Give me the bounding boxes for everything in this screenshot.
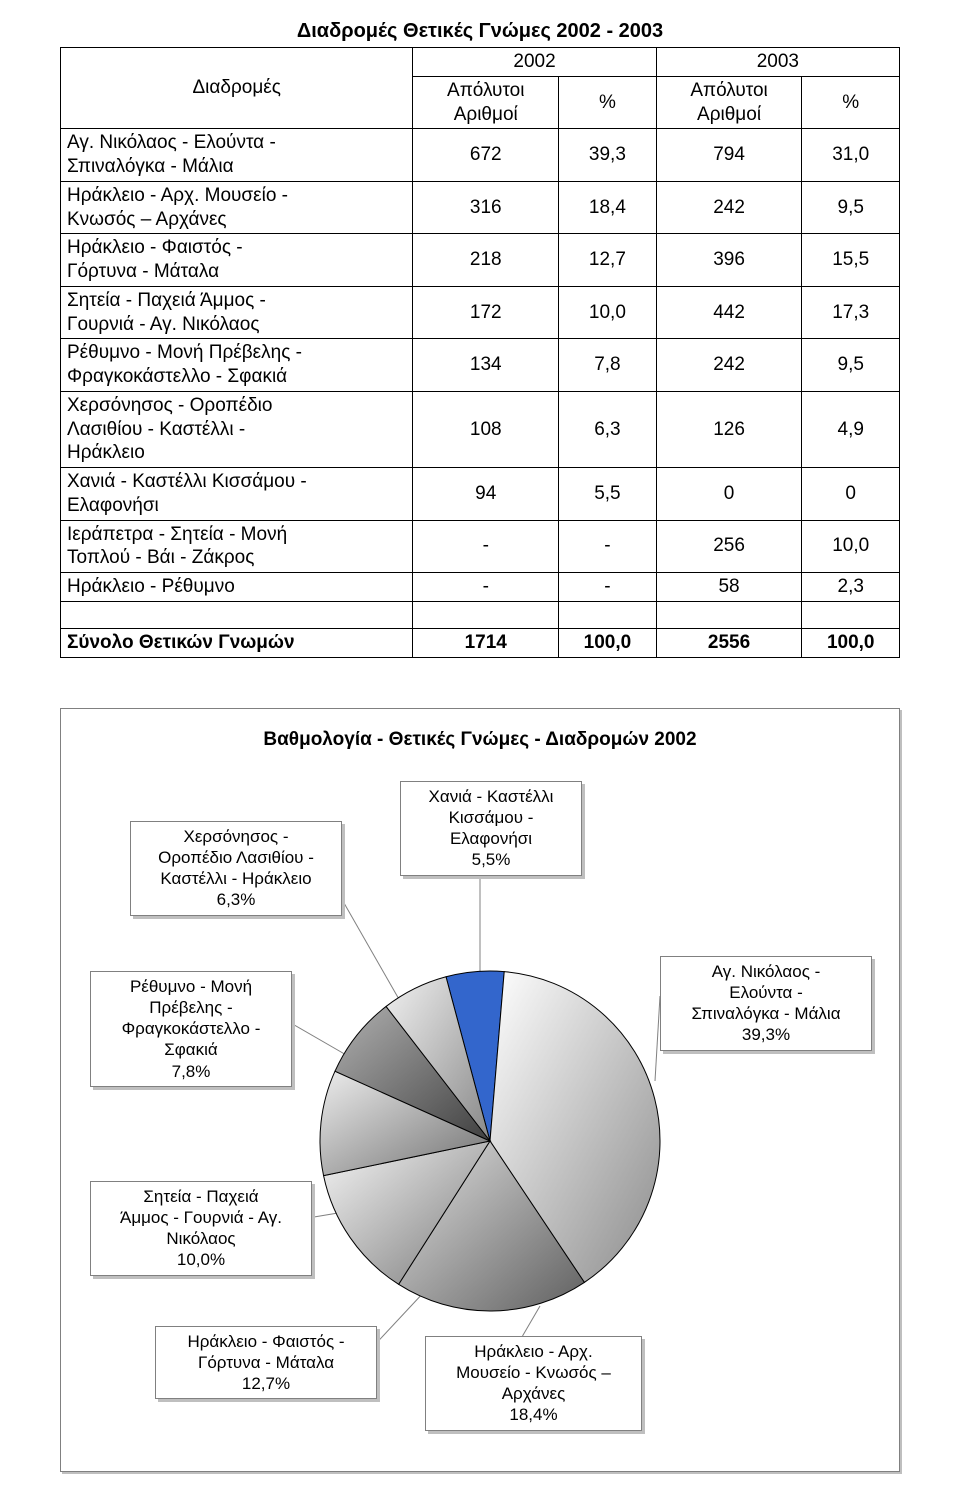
cell: 31,0 bbox=[802, 129, 900, 182]
table-row: Ηράκλειο - Ρέθυμνο--582,3 bbox=[61, 573, 900, 602]
row-label: Ηράκλειο - Αρχ. Μουσείο - Κνωσός – Αρχάν… bbox=[61, 181, 413, 234]
row-label: Χανιά - Καστέλλι Κισσάμου - Ελαφονήσι bbox=[61, 468, 413, 521]
cell: 39,3 bbox=[559, 129, 657, 182]
row-label: Ρέθυμνο - Μονή Πρέβελης - Φραγκοκάστελλο… bbox=[61, 339, 413, 392]
table-row: Χανιά - Καστέλλι Κισσάμου - Ελαφονήσι945… bbox=[61, 468, 900, 521]
row-label: Ηράκλειο - Ρέθυμνο bbox=[61, 573, 413, 602]
chart-callout: Ηράκλειο - Φαιστός - Γόρτυνα - Μάταλα 12… bbox=[155, 1326, 377, 1400]
col-pct-2002: % bbox=[559, 76, 657, 129]
cell: 256 bbox=[656, 520, 802, 573]
table-row: Ιεράπετρα - Σητεία - Μονή Τοπλού - Βάι -… bbox=[61, 520, 900, 573]
total-a1: 1714 bbox=[413, 628, 559, 657]
cell: 794 bbox=[656, 129, 802, 182]
col-abs-2002: Απόλυτοι Αριθμοί bbox=[413, 76, 559, 129]
chart-container: Βαθμολογία - Θετικές Γνώμες - Διαδρομών … bbox=[60, 708, 900, 1472]
cell: 18,4 bbox=[559, 181, 657, 234]
chart-callout: Χανιά - Καστέλλι Κισσάμου - Ελαφονήσι 5,… bbox=[400, 781, 582, 876]
cell: 6,3 bbox=[559, 391, 657, 467]
col-year-2003: 2003 bbox=[656, 48, 899, 77]
chart-callout: Χερσόνησος - Οροπέδιο Λασιθίου - Καστέλλ… bbox=[130, 821, 342, 916]
table-row: Σητεία - Παχειά Άμμος - Γουρνιά - Αγ. Νι… bbox=[61, 286, 900, 339]
cell: 58 bbox=[656, 573, 802, 602]
cell: 172 bbox=[413, 286, 559, 339]
row-label: Ιεράπετρα - Σητεία - Μονή Τοπλού - Βάι -… bbox=[61, 520, 413, 573]
cell: 316 bbox=[413, 181, 559, 234]
chart-callout: Σητεία - Παχειά Άμμος - Γουρνιά - Αγ. Νι… bbox=[90, 1181, 312, 1276]
cell: 0 bbox=[656, 468, 802, 521]
row-label: Χερσόνησος - Οροπέδιο Λασιθίου - Καστέλλ… bbox=[61, 391, 413, 467]
cell: 5,5 bbox=[559, 468, 657, 521]
col-abs-2003: Απόλυτοι Αριθμοί bbox=[656, 76, 802, 129]
cell: 7,8 bbox=[559, 339, 657, 392]
pie-chart: Χερσόνησος - Οροπέδιο Λασιθίου - Καστέλλ… bbox=[90, 781, 870, 1441]
cell: 12,7 bbox=[559, 234, 657, 287]
cell: 134 bbox=[413, 339, 559, 392]
cell: 10,0 bbox=[559, 286, 657, 339]
cell: - bbox=[413, 520, 559, 573]
col-routes: Διαδρομές bbox=[61, 48, 413, 129]
cell: 218 bbox=[413, 234, 559, 287]
cell: 9,5 bbox=[802, 181, 900, 234]
cell: 442 bbox=[656, 286, 802, 339]
cell: 108 bbox=[413, 391, 559, 467]
cell: 17,3 bbox=[802, 286, 900, 339]
cell: 94 bbox=[413, 468, 559, 521]
cell: 242 bbox=[656, 339, 802, 392]
total-a2: 2556 bbox=[656, 628, 802, 657]
cell: 2,3 bbox=[802, 573, 900, 602]
total-p2: 100,0 bbox=[802, 628, 900, 657]
chart-title: Βαθμολογία - Θετικές Γνώμες - Διαδρομών … bbox=[81, 729, 879, 751]
row-label: Αγ. Νικόλαος - Ελούντα - Σπιναλόγκα - Μά… bbox=[61, 129, 413, 182]
cell: 4,9 bbox=[802, 391, 900, 467]
total-p1: 100,0 bbox=[559, 628, 657, 657]
col-pct-2003: % bbox=[802, 76, 900, 129]
table-row: Αγ. Νικόλαος - Ελούντα - Σπιναλόγκα - Μά… bbox=[61, 129, 900, 182]
cell: 9,5 bbox=[802, 339, 900, 392]
row-label: Ηράκλειο - Φαιστός - Γόρτυνα - Μάταλα bbox=[61, 234, 413, 287]
cell: 10,0 bbox=[802, 520, 900, 573]
cell: 242 bbox=[656, 181, 802, 234]
chart-callout: Ηράκλειο - Αρχ. Μουσείο - Κνωσός – Αρχάν… bbox=[425, 1336, 642, 1431]
chart-callout: Ρέθυμνο - Μονή Πρέβελης - Φραγκοκάστελλο… bbox=[90, 971, 292, 1087]
chart-callout: Αγ. Νικόλαος - Ελούντα - Σπιναλόγκα - Μά… bbox=[660, 956, 872, 1051]
table-row: Ηράκλειο - Αρχ. Μουσείο - Κνωσός – Αρχάν… bbox=[61, 181, 900, 234]
col-year-2002: 2002 bbox=[413, 48, 656, 77]
table-row: Ρέθυμνο - Μονή Πρέβελης - Φραγκοκάστελλο… bbox=[61, 339, 900, 392]
cell: 672 bbox=[413, 129, 559, 182]
cell: - bbox=[559, 573, 657, 602]
table-row: Ηράκλειο - Φαιστός - Γόρτυνα - Μάταλα218… bbox=[61, 234, 900, 287]
table-row: Χερσόνησος - Οροπέδιο Λασιθίου - Καστέλλ… bbox=[61, 391, 900, 467]
total-label: Σύνολο Θετικών Γνωμών bbox=[61, 628, 413, 657]
cell: 0 bbox=[802, 468, 900, 521]
data-table: Διαδρομές 2002 2003 Απόλυτοι Αριθμοί % Α… bbox=[60, 47, 900, 658]
cell: - bbox=[559, 520, 657, 573]
cell: 15,5 bbox=[802, 234, 900, 287]
cell: 126 bbox=[656, 391, 802, 467]
cell: - bbox=[413, 573, 559, 602]
cell: 396 bbox=[656, 234, 802, 287]
row-label: Σητεία - Παχειά Άμμος - Γουρνιά - Αγ. Νι… bbox=[61, 286, 413, 339]
table-title: Διαδρομές Θετικές Γνώμες 2002 - 2003 bbox=[60, 20, 900, 43]
